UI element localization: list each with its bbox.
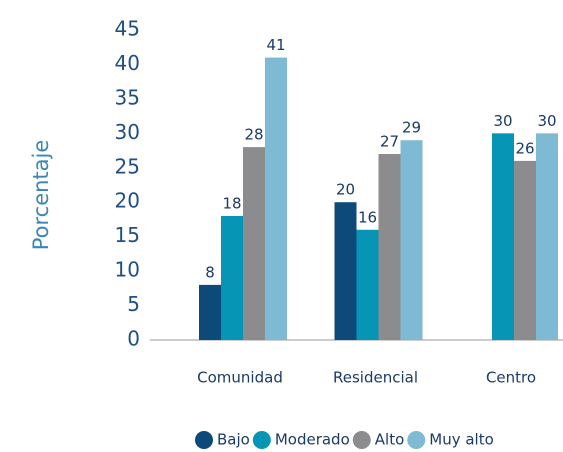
bar xyxy=(356,229,379,340)
bar xyxy=(243,147,265,340)
legend-label: Alto xyxy=(375,431,405,449)
y-tick-label: 45 xyxy=(115,17,140,41)
y-axis-label: Porcentaje xyxy=(29,140,53,251)
value-label: 30 xyxy=(537,112,556,130)
value-label: 28 xyxy=(244,126,263,144)
legend-label: Bajo xyxy=(217,431,250,449)
x-tick-label: Residencial xyxy=(333,369,418,387)
bar xyxy=(400,140,423,340)
y-tick-label: 10 xyxy=(115,258,140,282)
value-label: 27 xyxy=(380,133,399,151)
legend-marker xyxy=(352,431,371,449)
bar xyxy=(378,154,401,340)
legend-marker xyxy=(252,431,271,449)
bar xyxy=(221,216,243,340)
y-tick-label: 35 xyxy=(115,85,140,109)
value-label: 18 xyxy=(222,195,241,213)
bar xyxy=(514,160,536,340)
y-tick-label: 15 xyxy=(115,223,140,247)
value-label: 8 xyxy=(205,263,215,281)
bar xyxy=(265,57,287,341)
y-tick-label: 30 xyxy=(115,120,140,144)
legend-label: Muy alto xyxy=(429,431,494,449)
y-tick-label: 25 xyxy=(115,154,140,178)
bar xyxy=(536,133,558,340)
y-tick-label: 20 xyxy=(115,189,140,213)
value-label: 26 xyxy=(515,139,534,157)
y-tick-label: 40 xyxy=(115,51,140,75)
legend-label: Moderado xyxy=(275,431,350,449)
y-tick-label: 0 xyxy=(127,327,140,351)
legend-marker xyxy=(195,431,213,449)
x-tick-label: Comunidad xyxy=(197,369,283,387)
value-label: 16 xyxy=(358,208,377,226)
value-label: 20 xyxy=(336,181,355,199)
bar xyxy=(199,284,221,340)
bar xyxy=(334,202,357,340)
bar xyxy=(492,133,514,340)
value-label: 41 xyxy=(266,36,285,54)
value-label: 29 xyxy=(402,119,421,137)
legend-marker xyxy=(407,431,426,449)
value-label: 30 xyxy=(493,112,512,130)
x-tick-label: Centro xyxy=(486,369,536,387)
y-tick-label: 5 xyxy=(127,292,140,316)
